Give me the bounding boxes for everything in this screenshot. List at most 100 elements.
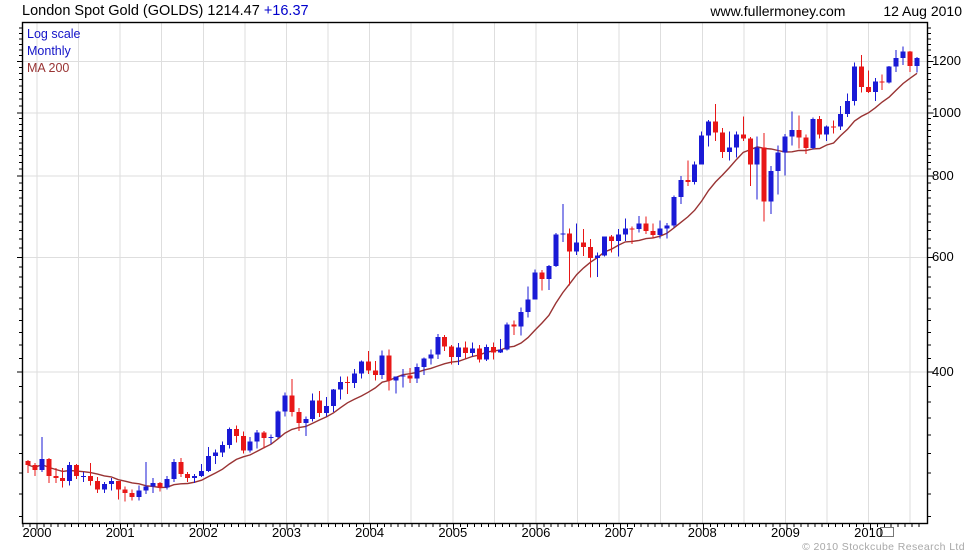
x-axis-label: 2008 [687, 525, 717, 540]
candle [671, 196, 677, 226]
website-link[interactable]: www.fullermoney.com [710, 3, 846, 19]
candle [532, 272, 538, 300]
candle [525, 299, 531, 312]
candle [386, 355, 392, 381]
candle [289, 395, 295, 413]
candle [317, 400, 323, 414]
candle [796, 129, 802, 138]
y-axis-label: 1000 [932, 105, 961, 120]
candle [720, 132, 725, 153]
candle [907, 51, 913, 66]
candle [324, 405, 330, 414]
plot-border [21, 21, 929, 525]
candle [469, 348, 475, 353]
axis-ticks [17, 27, 934, 530]
candle [129, 492, 135, 498]
candle [872, 81, 878, 92]
candle [282, 395, 288, 412]
candle [601, 236, 607, 256]
candle [789, 129, 795, 137]
candle [463, 347, 469, 353]
chart-title-text: London Spot Gold (GOLDS) 1214.47 [22, 3, 260, 19]
candle [539, 272, 545, 279]
candle [845, 101, 851, 115]
candle [608, 236, 614, 241]
candle [233, 429, 239, 437]
y-axis-label: 400 [932, 364, 954, 380]
candle [650, 230, 656, 235]
candle [775, 152, 781, 171]
candle [157, 483, 163, 488]
candle [518, 311, 524, 327]
candle [768, 170, 774, 202]
candle [851, 66, 857, 102]
candle [372, 370, 378, 375]
candle [46, 459, 52, 476]
candle [81, 475, 87, 477]
y-axis-label: 800 [932, 168, 954, 184]
candle [782, 136, 788, 153]
candle [497, 349, 503, 353]
candle [553, 234, 559, 267]
candle [275, 411, 281, 437]
candle [810, 119, 816, 149]
candle [60, 477, 66, 482]
candle [247, 441, 253, 451]
chart-legend: Log scale Monthly MA 200 [27, 26, 81, 77]
x-axis-label: 2007 [604, 525, 634, 540]
candle [101, 484, 107, 490]
candle [351, 373, 357, 383]
candle [331, 389, 337, 406]
candle [817, 119, 823, 135]
candle [865, 87, 871, 92]
candle [831, 126, 837, 128]
candle [740, 134, 746, 139]
candle [164, 479, 170, 488]
gridlines [23, 23, 927, 523]
candle [219, 445, 225, 453]
candle [747, 138, 753, 165]
candle [213, 452, 219, 457]
candle [421, 358, 427, 368]
candle [838, 114, 844, 127]
x-axis-label: 2002 [188, 525, 218, 540]
candle [692, 164, 698, 183]
candle [122, 489, 128, 493]
candle [88, 475, 94, 482]
candle [879, 81, 885, 83]
candle [226, 429, 232, 446]
ma-200-line [27, 72, 918, 489]
candle [171, 462, 177, 480]
legend-period: Monthly [27, 44, 71, 58]
candle [442, 336, 448, 347]
candle [310, 400, 316, 419]
candle [25, 461, 31, 465]
candle [754, 147, 760, 165]
x-axis-label: 2006 [521, 525, 551, 540]
header-right: www.fullermoney.com 12 Aug 2010 [710, 3, 962, 19]
x-axis-label: 2001 [105, 525, 135, 540]
candle [199, 470, 205, 476]
candle [67, 464, 73, 482]
candle [192, 475, 198, 478]
candle [560, 233, 566, 235]
candle [254, 432, 260, 442]
candle [178, 462, 184, 474]
candle [456, 347, 462, 357]
candle [53, 475, 59, 478]
footer-marker-box [880, 527, 894, 537]
candlesticks [25, 46, 920, 502]
x-axis-label: 2010 [854, 525, 884, 540]
candle [636, 223, 642, 230]
candle [143, 486, 149, 491]
candle [914, 58, 920, 66]
candle [303, 418, 309, 424]
candle [379, 355, 385, 375]
candle [678, 180, 684, 197]
chart-title: London Spot Gold (GOLDS) 1214.47 +16.37 [22, 3, 309, 19]
candle [358, 361, 364, 374]
candle [761, 147, 767, 202]
x-axis-label: 2005 [438, 525, 468, 540]
